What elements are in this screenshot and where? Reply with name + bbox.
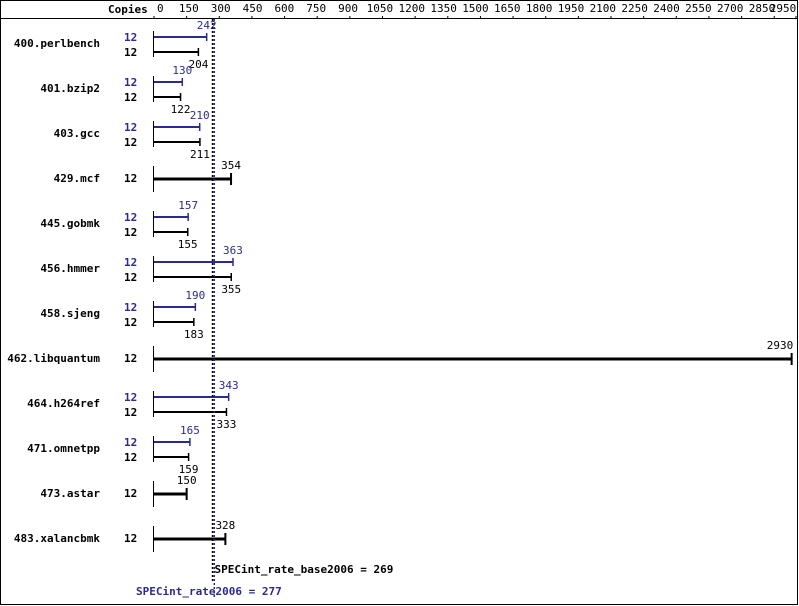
value-label: 130 — [172, 64, 192, 77]
x-tick-label: 450 — [243, 2, 263, 15]
category-label: 473.astar — [40, 487, 100, 500]
bar — [154, 441, 190, 443]
copies-label: 12 — [124, 91, 137, 104]
value-label: 183 — [184, 328, 204, 341]
x-tick-label: 150 — [179, 2, 199, 15]
bar — [154, 276, 232, 278]
x-tick-label: 2400 — [653, 2, 680, 15]
bar — [154, 321, 194, 323]
value-label: 157 — [178, 199, 198, 212]
value-label: 211 — [190, 148, 210, 161]
x-tick-label: 2100 — [590, 2, 617, 15]
reference-label: SPECint_rate2006 = 277 — [136, 585, 282, 598]
copies-label: 12 — [124, 451, 137, 464]
copies-label: 12 — [124, 316, 137, 329]
value-label: 122 — [171, 103, 191, 116]
value-label: 242 — [197, 19, 217, 32]
value-label: 210 — [190, 109, 210, 122]
x-tick-label: 1200 — [399, 2, 426, 15]
reference-label: SPECint_rate_base2006 = 269 — [215, 563, 394, 576]
bar — [154, 396, 229, 398]
bar — [154, 261, 233, 263]
x-tick-label: 900 — [338, 2, 358, 15]
value-label: 165 — [180, 424, 200, 437]
category-label: 445.gobmk — [40, 217, 100, 230]
category-label: 462.libquantum — [7, 352, 100, 365]
value-label: 190 — [185, 289, 205, 302]
x-tick-label: 1800 — [526, 2, 553, 15]
value-label: 2930 — [767, 339, 794, 352]
copies-label: 12 — [124, 271, 137, 284]
x-tick-label: 1500 — [462, 2, 489, 15]
value-label: 354 — [221, 159, 241, 172]
x-tick-label: 2700 — [717, 2, 744, 15]
value-label: 328 — [215, 519, 235, 532]
bar — [154, 357, 792, 361]
copies-label: 12 — [124, 256, 137, 269]
category-label: 401.bzip2 — [40, 82, 100, 95]
bar — [154, 141, 200, 143]
x-tick-label: 1950 — [558, 2, 585, 15]
category-label: 464.h264ref — [27, 397, 100, 410]
category-label: 456.hmmer — [40, 262, 100, 275]
copies-label: 12 — [124, 301, 137, 314]
bar — [154, 306, 196, 308]
x-tick-label: 1650 — [494, 2, 521, 15]
bar — [154, 411, 227, 413]
copies-label: 12 — [124, 532, 137, 545]
bar — [154, 537, 226, 541]
bar — [154, 51, 199, 53]
copies-label: 12 — [124, 487, 137, 500]
copies-label: 12 — [124, 46, 137, 59]
x-tick-label: 0 — [157, 2, 164, 15]
copies-label: 12 — [124, 406, 137, 419]
value-label: 159 — [179, 463, 199, 476]
category-label: 403.gcc — [54, 127, 100, 140]
x-tick-label: 2950 — [770, 2, 797, 15]
value-label: 333 — [217, 418, 237, 431]
bar — [154, 177, 232, 181]
copies-label: 12 — [124, 391, 137, 404]
x-tick-label: 300 — [211, 2, 231, 15]
column-header: Copies — [108, 3, 148, 16]
bar — [154, 216, 189, 218]
category-label: 458.sjeng — [40, 307, 100, 320]
copies-label: 12 — [124, 31, 137, 44]
bar — [154, 492, 187, 496]
copies-label: 12 — [124, 436, 137, 449]
bar — [154, 36, 207, 38]
copies-label: 12 — [124, 172, 137, 185]
bar — [154, 81, 183, 83]
x-tick-label: 2850 — [749, 2, 776, 15]
x-tick-label: 1350 — [430, 2, 457, 15]
x-tick-label: 2250 — [621, 2, 648, 15]
value-label: 150 — [177, 474, 197, 487]
value-label: 355 — [221, 283, 241, 296]
value-label: 204 — [188, 58, 208, 71]
copies-label: 12 — [124, 136, 137, 149]
x-tick-label: 600 — [274, 2, 294, 15]
category-label: 471.omnetpp — [27, 442, 100, 455]
copies-label: 12 — [124, 352, 137, 365]
copies-label: 12 — [124, 121, 137, 134]
value-label: 363 — [223, 244, 243, 257]
bar — [154, 96, 181, 98]
copies-label: 12 — [124, 226, 137, 239]
copies-label: 12 — [124, 76, 137, 89]
copies-label: 12 — [124, 211, 137, 224]
category-label: 429.mcf — [54, 172, 100, 185]
x-tick-label: 750 — [306, 2, 326, 15]
value-label: 155 — [178, 238, 198, 251]
bar — [154, 126, 200, 128]
bar — [154, 231, 188, 233]
bar — [154, 456, 189, 458]
category-label: 400.perlbench — [14, 37, 100, 50]
x-tick-label: 2550 — [685, 2, 712, 15]
category-label: 483.xalancbmk — [14, 532, 100, 545]
x-tick-label: 1050 — [367, 2, 394, 15]
value-label: 343 — [219, 379, 239, 392]
